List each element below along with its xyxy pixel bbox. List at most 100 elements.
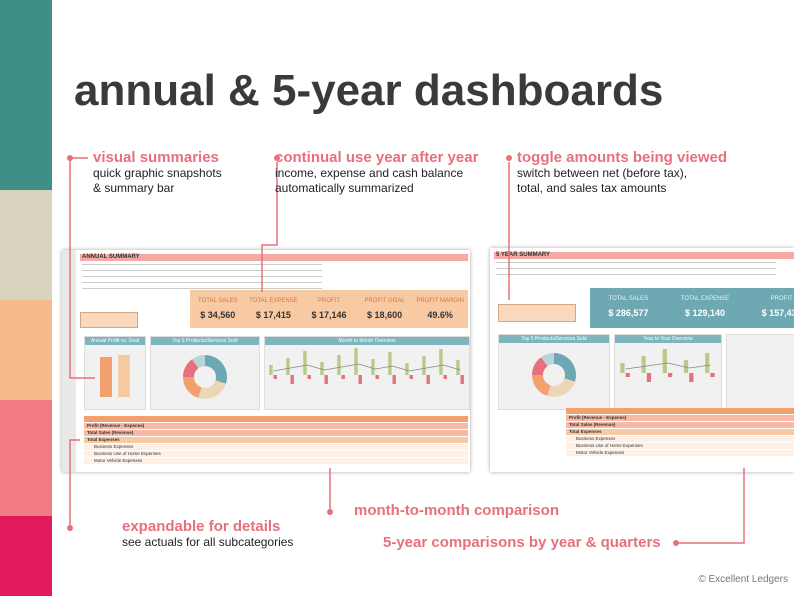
mini-chart	[532, 353, 576, 397]
table-row: Business Use of Home Expenses	[84, 451, 468, 457]
kpi-label: TOTAL SALES	[608, 296, 649, 302]
connector-dot	[327, 509, 333, 515]
callout-title: 5-year comparisons by year & quarters	[383, 534, 661, 551]
mini-shape	[668, 373, 673, 377]
table-row: Profit (Revenue - Expense)	[566, 415, 794, 421]
mini-shape	[405, 363, 409, 375]
panel: Top 5 Products/Services Sold	[150, 336, 260, 410]
callout-text: total, and sales tax amounts	[517, 181, 667, 195]
connector-dot	[673, 540, 679, 546]
mini-chart	[183, 355, 227, 399]
stripe-magenta	[0, 516, 52, 596]
mini-shape	[641, 356, 646, 373]
kpi-label: PROFIT	[770, 296, 793, 302]
kpi-row: TOTAL SALES $ 34,560 TOTAL EXPENSE $ 17,415…	[190, 296, 468, 326]
instruction-lines	[496, 262, 776, 263]
kpi-label: TOTAL EXPENSE	[249, 298, 298, 304]
kpi-value: $ 286,577	[608, 308, 649, 318]
mini-shape	[273, 363, 461, 372]
title-bar	[494, 252, 794, 259]
kpi: PROFIT MARGIN 49.6%	[412, 296, 468, 326]
detail-table: Profit (Revenue - Expense) Total Sales (R…	[84, 416, 468, 468]
mini-shape	[324, 375, 328, 384]
panel-title: Year to Year Overview	[615, 335, 721, 343]
stripe-beige	[0, 190, 52, 300]
mini-shape	[409, 375, 413, 379]
kpi: TOTAL EXPENSE $ 17,415	[246, 296, 302, 326]
callout: 5-year comparisons by year & quarters	[383, 534, 661, 551]
kpi-band	[190, 290, 468, 328]
mini-shape	[705, 353, 710, 373]
mini-shape	[320, 362, 324, 375]
kpi-value: $ 157,437	[761, 308, 794, 318]
kpi-row: TOTAL SALES $ 286,577 TOTAL EXPENSE $ 129,1…	[590, 294, 794, 324]
mini-shape	[689, 373, 694, 382]
mini-shape	[710, 373, 715, 377]
kpi-label: PROFIT GOAL	[364, 298, 405, 304]
kpi-label: TOTAL EXPENSE	[680, 296, 730, 302]
detail-table: Profit (Revenue - Expense) Total Sales (R…	[566, 408, 794, 464]
table-header	[566, 408, 794, 414]
kpi-label: PROFIT	[317, 298, 340, 304]
mini-shape	[426, 375, 430, 384]
callout: continual use year after year income, exp…	[275, 149, 478, 196]
kpi-label: TOTAL SALES	[198, 298, 238, 304]
mini-shape	[375, 375, 379, 379]
panel: Top 5 Products/Services Sold	[498, 334, 610, 410]
panel-title: Top 5 Products/Services Sold	[151, 337, 259, 345]
callout: month-to-month comparison	[354, 502, 559, 519]
mini-shape	[422, 356, 426, 375]
title-bar	[80, 254, 468, 261]
mini-shape	[118, 355, 130, 397]
callout-text: & summary bar	[93, 181, 175, 195]
kpi-value: $ 17,415	[255, 310, 291, 320]
kpi: TOTAL SALES $ 34,560	[190, 296, 246, 326]
panel-title: Month to Month Overview	[265, 337, 469, 345]
kpi: TOTAL SALES $ 286,577	[590, 294, 667, 324]
table-row: Business Expenses	[566, 436, 794, 442]
mini-shape	[683, 360, 689, 373]
callout-text: see actuals for all subcategories	[122, 535, 294, 549]
kpi-value: $ 34,560	[200, 310, 236, 320]
mini-shape	[371, 359, 375, 375]
mini-chart	[620, 349, 715, 382]
callout-text: quick graphic snapshots	[93, 166, 222, 180]
panel-row: Top 5 Products/Services Sold Year to Year…	[498, 334, 794, 410]
panel-title: Annual Profit vs. Goal	[85, 337, 145, 345]
kpi: PROFIT $ 157,437	[743, 294, 794, 324]
kpi: PROFIT GOAL $ 18,600	[357, 296, 413, 326]
stripe-orange	[0, 300, 52, 400]
mini-shape	[337, 355, 341, 375]
connector-dot	[506, 155, 512, 161]
table-row: Total Sales (Revenue)	[84, 430, 468, 436]
table-row: Business Expenses	[84, 444, 468, 450]
table-row: Total Expenses	[84, 437, 468, 443]
connector	[69, 439, 80, 528]
page-title: annual & 5-year dashboards	[74, 66, 664, 115]
mini-shape	[290, 375, 294, 384]
mini-chart	[100, 355, 130, 397]
stripe-pink	[0, 400, 52, 516]
mini-shape	[303, 351, 307, 375]
kpi: PROFIT $ 17,146	[301, 296, 357, 326]
mini-shape	[392, 375, 396, 384]
connector	[69, 158, 95, 379]
kpi-value: $ 17,146	[311, 310, 347, 320]
callout-text: switch between net (before tax),	[517, 166, 688, 180]
mini-shape	[625, 362, 711, 370]
mini-shape	[286, 358, 290, 375]
mini-shape	[439, 349, 443, 375]
mini-shape	[388, 352, 392, 375]
callout-title: toggle amounts being viewed	[517, 149, 728, 166]
settings-box	[80, 312, 138, 328]
mini-shape	[646, 373, 652, 382]
stripe-teal	[0, 0, 52, 190]
connector	[261, 162, 278, 292]
kpi-band	[590, 288, 794, 328]
callout-title: expandable for details	[122, 518, 281, 535]
settings-box	[498, 304, 576, 322]
kpi-value: $ 18,600	[367, 310, 403, 320]
callout: toggle amounts being viewed switch betwee…	[517, 149, 727, 196]
mini-shape	[269, 365, 273, 375]
mini-shape	[341, 375, 345, 379]
